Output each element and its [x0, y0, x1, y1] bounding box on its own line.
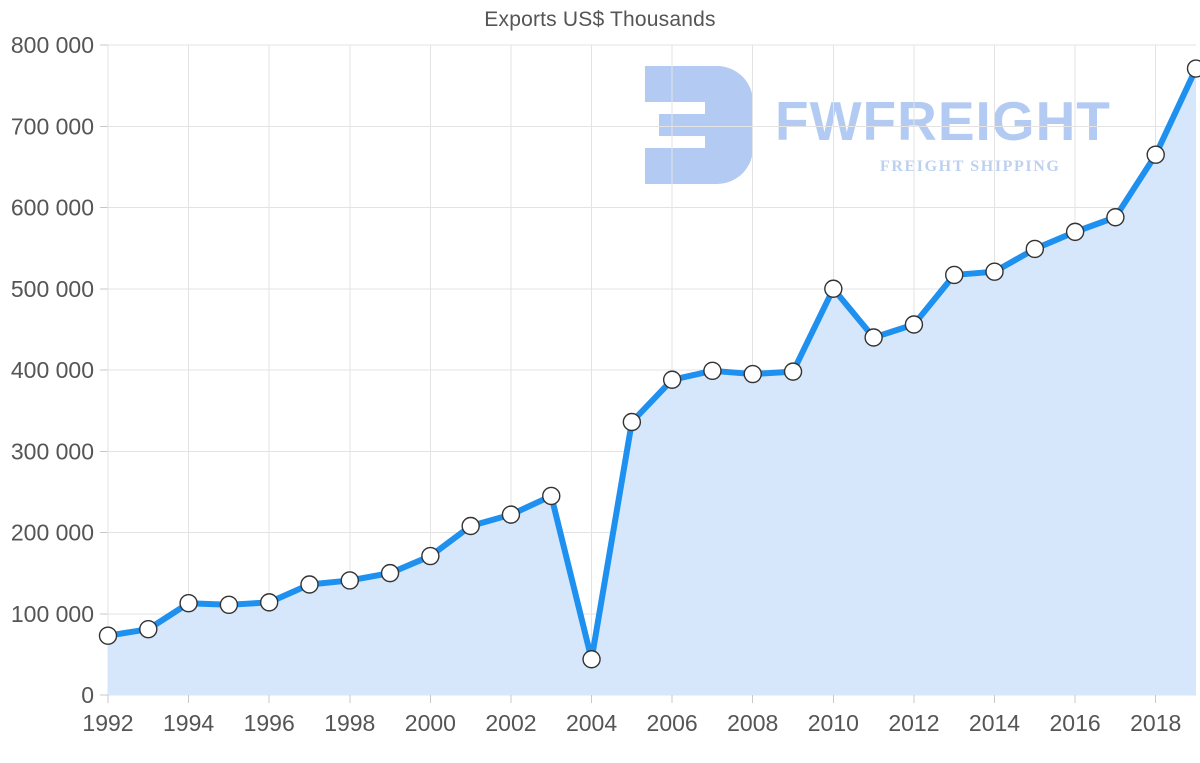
data-line-group	[105, 65, 1199, 663]
data-point-marker	[743, 364, 762, 384]
data-point-marker	[945, 265, 964, 285]
x-axis-tick-label: 2014	[969, 710, 1020, 736]
data-point-marker	[582, 650, 601, 669]
y-axis-tick-label: 300 000	[11, 438, 94, 464]
data-point-marker	[824, 279, 843, 298]
data-point-marker	[1146, 145, 1165, 164]
data-point-marker	[340, 571, 359, 590]
x-axis-tick-label: 2018	[1130, 710, 1181, 736]
data-point-marker	[985, 262, 1004, 281]
y-axis-tick-label: 500 000	[11, 276, 94, 302]
y-axis-tick-label: 700 000	[11, 113, 94, 139]
x-axis-tick-label: 1996	[244, 710, 295, 736]
y-axis-tick-label: 200 000	[11, 520, 94, 546]
x-axis-tick-label: 1998	[324, 710, 375, 736]
data-line	[105, 65, 1199, 663]
x-axis-tick-label: 2000	[405, 710, 456, 736]
data-point-marker	[864, 328, 883, 347]
y-axis-tick-label: 0	[81, 682, 94, 708]
y-axis-tick-label: 100 000	[11, 601, 94, 627]
x-axis-tick-label: 2016	[1050, 710, 1101, 736]
data-point-marker	[380, 563, 400, 583]
data-point-marker	[622, 412, 642, 432]
data-point-marker	[1106, 208, 1125, 227]
area-fill-group	[108, 68, 1196, 695]
data-point-marker	[421, 546, 440, 566]
data-point-marker	[461, 516, 480, 536]
x-axis-labels-group: 1992 1994 1996 1998 2000 2002 2004 2006 2008 2010…	[82, 710, 1181, 736]
data-point-marker	[904, 315, 924, 334]
y-axis-tick-label: 800 000	[11, 32, 94, 58]
x-axis-tick-label: 2012	[888, 710, 939, 736]
y-axis-labels-group: 800 000 700 000 600 000 500 000 400 000 300 0…	[11, 32, 94, 708]
data-point-marker	[1025, 239, 1045, 259]
data-point-marker	[783, 362, 803, 381]
data-point-marker	[179, 593, 198, 613]
area-fill	[108, 68, 1196, 695]
x-axis-tick-label: 2010	[808, 710, 859, 736]
data-markers-group	[98, 59, 1200, 669]
data-point-marker	[1186, 59, 1200, 78]
data-point-marker	[662, 370, 682, 389]
x-axis-tick-label: 1994	[163, 710, 214, 736]
data-point-marker	[139, 619, 158, 639]
data-point-marker	[1065, 222, 1085, 242]
data-point-marker	[98, 626, 118, 645]
data-point-marker	[542, 486, 561, 506]
chart-title: Exports US$ Thousands	[484, 8, 716, 31]
data-point-marker	[703, 361, 722, 381]
y-axis-tick-label: 600 000	[11, 195, 94, 221]
data-point-marker	[501, 505, 521, 524]
x-axis-tick-label: 1992	[82, 710, 133, 736]
y-axis-tick-label: 400 000	[11, 357, 94, 383]
data-point-marker	[259, 593, 279, 612]
data-point-marker	[300, 575, 319, 594]
data-point-marker	[219, 595, 239, 615]
x-axis-tick-label: 2002	[485, 710, 536, 736]
x-axis-tick-label: 2008	[727, 710, 778, 736]
x-axis-tick-label: 2006	[647, 710, 698, 736]
x-axis-tick-label: 2004	[566, 710, 617, 736]
